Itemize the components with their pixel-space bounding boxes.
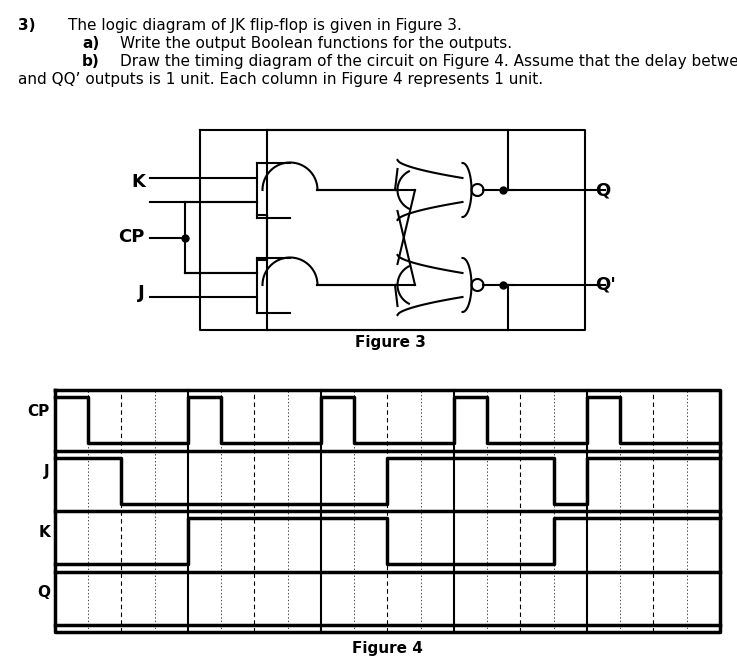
- Text: 3): 3): [18, 18, 35, 33]
- Text: J: J: [44, 464, 50, 479]
- Text: The logic diagram of JK flip-flop is given in Figure 3.: The logic diagram of JK flip-flop is giv…: [68, 18, 462, 33]
- Text: Figure 4: Figure 4: [352, 640, 423, 655]
- Text: Q': Q': [595, 276, 616, 294]
- Polygon shape: [472, 184, 483, 196]
- Text: CP: CP: [28, 404, 50, 418]
- Text: K: K: [131, 173, 145, 191]
- Text: K: K: [38, 525, 50, 540]
- Text: Write the output Boolean functions for the outputs.: Write the output Boolean functions for t…: [120, 36, 512, 51]
- Text: a): a): [82, 36, 99, 51]
- Text: Q: Q: [595, 181, 610, 199]
- Polygon shape: [472, 279, 483, 291]
- Text: Figure 3: Figure 3: [354, 335, 425, 350]
- Text: b): b): [82, 54, 99, 69]
- Text: and QQ’ outputs is 1 unit. Each column in Figure 4 represents 1 unit.: and QQ’ outputs is 1 unit. Each column i…: [18, 72, 543, 87]
- Text: J: J: [139, 284, 145, 302]
- Text: Q: Q: [37, 585, 50, 600]
- Text: CP: CP: [119, 228, 145, 246]
- Text: Draw the timing diagram of the circuit on Figure 4. Assume that the delay betwee: Draw the timing diagram of the circuit o…: [120, 54, 737, 69]
